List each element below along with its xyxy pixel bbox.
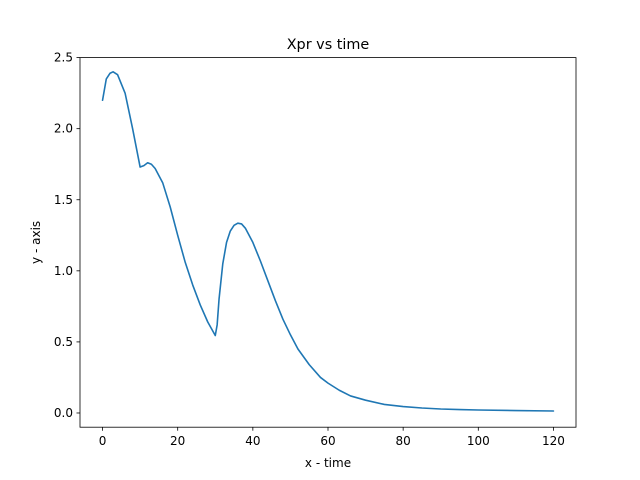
y-tick-label: 2.5 (54, 51, 73, 65)
y-tick-label: 1.0 (54, 264, 73, 278)
y-tick-label: 1.5 (54, 193, 73, 207)
y-axis-label: y - axis (29, 221, 43, 264)
y-tick-label: 2.0 (54, 122, 73, 136)
plot-frame (79, 57, 577, 428)
series-line (101, 71, 555, 412)
y-tick-label: 0.0 (54, 406, 73, 420)
y-axis-ticks: 0.0 0.5 1.0 1.5 2.0 2.5 (54, 51, 80, 420)
x-tick-label: 40 (245, 434, 260, 448)
x-tick-label: 80 (396, 434, 411, 448)
plot-area (80, 57, 576, 428)
y-tick-label: 0.5 (54, 335, 73, 349)
series-layer (101, 71, 555, 412)
chart-title: Xpr vs time (287, 37, 370, 53)
x-axis-ticks: 0 20 40 60 80 100 120 (99, 427, 565, 448)
x-tick-label: 20 (170, 434, 185, 448)
x-tick-label: 120 (542, 434, 565, 448)
x-axis-label: x - time (305, 456, 351, 470)
x-tick-label: 100 (467, 434, 490, 448)
x-tick-label: 0 (99, 434, 107, 448)
x-tick-label: 60 (320, 434, 335, 448)
